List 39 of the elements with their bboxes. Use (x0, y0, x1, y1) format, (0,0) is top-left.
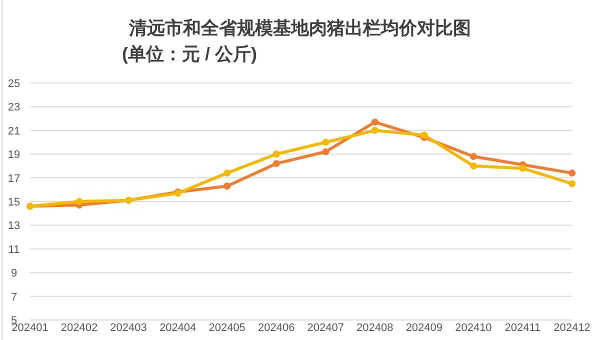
point (224, 182, 231, 190)
x-tick-label: 202409 (406, 322, 443, 334)
point (224, 170, 231, 177)
point (76, 198, 83, 205)
x-tick-label: 202401 (12, 322, 48, 334)
y-tick-label: 23 (8, 102, 20, 114)
y-tick-label: 25 (8, 78, 20, 90)
point (470, 162, 477, 170)
x-tick-label: 202404 (159, 322, 196, 334)
y-tick-label: 17 (8, 172, 20, 185)
chart-subtitle: (单位：元 / 公斤) (122, 44, 257, 64)
x-tick-label: 202406 (258, 322, 295, 334)
x-tick-label: 202403 (110, 322, 147, 334)
x-tick-label: 202408 (356, 322, 394, 334)
x-tick-label: 202411 (504, 322, 541, 334)
y-tick-label: 21 (8, 125, 20, 138)
point (322, 148, 330, 156)
y-tick-label: 9 (10, 268, 18, 280)
x-tick-label: 202405 (208, 322, 246, 334)
point (568, 180, 576, 188)
point (470, 152, 477, 160)
y-tick-label: 15 (8, 196, 20, 208)
x-tick-label: 202407 (307, 322, 344, 334)
x-tick-label: 202410 (455, 322, 492, 334)
y-tick-label: 19 (8, 149, 20, 162)
y-tick-label: 11 (8, 244, 20, 256)
point (272, 150, 280, 158)
y-tick-label: 7 (10, 291, 18, 304)
point (420, 132, 428, 139)
x-tick-label: 202402 (60, 322, 98, 334)
point (568, 170, 576, 177)
y-tick-label: 13 (8, 220, 20, 232)
point (519, 164, 526, 172)
point (272, 160, 280, 168)
x-tick-label: 202412 (554, 322, 590, 334)
point (322, 138, 330, 146)
point (371, 118, 378, 126)
chart-title: 清远市和全省规模基地肉猪出栏均价对比图 (128, 18, 471, 38)
point (371, 126, 378, 134)
